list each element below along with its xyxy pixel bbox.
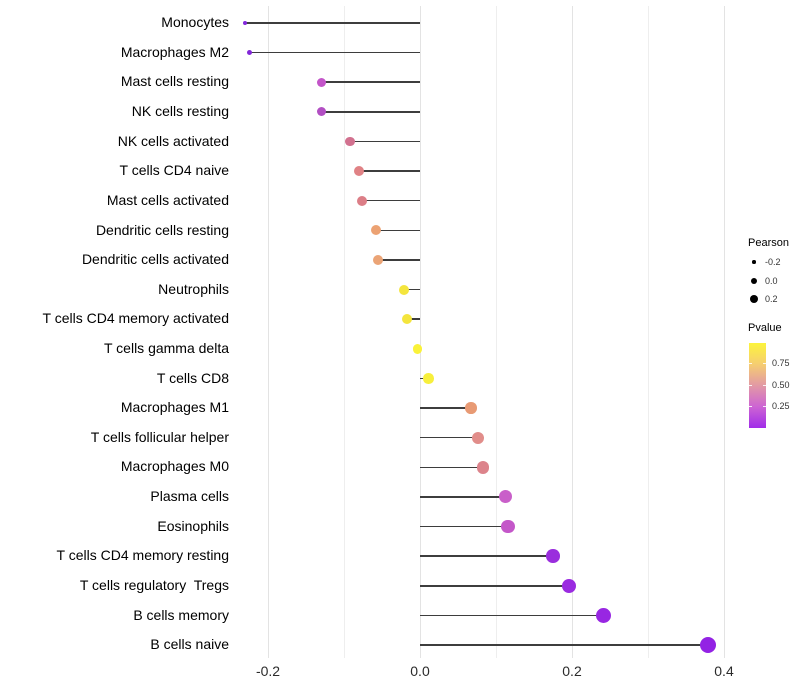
y-axis-label: Macrophages M2	[120, 43, 229, 60]
data-point	[246, 50, 252, 56]
lollipop-stem	[420, 555, 553, 557]
data-point	[370, 225, 381, 236]
y-axis-label: Macrophages M1	[120, 399, 229, 416]
colorbar-tick	[749, 384, 752, 386]
lollipop-stem	[420, 525, 509, 528]
data-point	[242, 20, 248, 26]
gridline-major	[571, 6, 573, 658]
lollipop-stem	[321, 111, 420, 113]
pvalue-colorbar	[749, 343, 766, 428]
lollipop-stem	[420, 644, 709, 646]
legend-pearson-title: Pearson	[748, 237, 789, 249]
y-axis-label: T cells CD4 memory resting	[56, 547, 229, 564]
data-point	[423, 373, 434, 384]
data-point	[316, 77, 326, 87]
legend-size-label: -0.2	[765, 257, 781, 267]
legend-size-label: 0.0	[765, 276, 778, 286]
lollipop-stem	[420, 585, 569, 587]
gridline-major	[723, 6, 725, 658]
gridline-major	[419, 6, 421, 658]
data-point	[498, 490, 512, 504]
y-axis-label: NK cells resting	[131, 103, 229, 120]
y-axis-label: Dendritic cells resting	[95, 221, 229, 238]
x-axis-tick-label: 0.0	[410, 663, 430, 679]
data-point	[357, 195, 368, 206]
data-point	[546, 549, 560, 563]
lollipop-stem	[362, 199, 420, 202]
gridline-minor	[647, 6, 649, 658]
data-point	[596, 607, 612, 623]
colorbar-tick	[763, 406, 766, 408]
data-point	[345, 136, 355, 147]
colorbar-tick	[763, 362, 766, 364]
colorbar-tick	[749, 406, 752, 408]
y-axis-label: Mast cells resting	[120, 73, 229, 90]
y-axis-label: B cells naive	[150, 636, 229, 653]
colorbar-tick	[763, 384, 766, 386]
y-axis-label: T cells CD4 naive	[119, 162, 229, 179]
data-point	[316, 107, 326, 117]
lollipop-stem	[420, 407, 471, 409]
gridline-minor	[343, 6, 345, 658]
y-axis-label: Eosinophils	[157, 517, 229, 534]
lollipop-stem	[245, 22, 420, 24]
legend-size-dot	[752, 260, 756, 264]
data-point	[561, 578, 576, 593]
legend-size-dot	[750, 295, 758, 303]
lollipop-stem	[420, 436, 478, 439]
data-point	[471, 431, 484, 444]
data-point	[501, 519, 515, 534]
x-axis-tick-label: 0.4	[714, 663, 734, 679]
lollipop-stem	[350, 140, 420, 143]
lollipop-stem	[420, 496, 506, 498]
colorbar-tick-label: 0.50	[772, 379, 790, 390]
y-axis-label: Macrophages M0	[120, 458, 229, 475]
lollipop-stem	[404, 288, 420, 291]
y-axis-label: Monocytes	[161, 14, 229, 31]
x-axis-tick-label: 0.2	[562, 663, 582, 679]
y-axis-label: T cells gamma delta	[103, 340, 229, 356]
data-point	[465, 402, 477, 414]
y-axis-label: Mast cells activated	[106, 191, 229, 208]
lollipop-stem	[407, 318, 420, 320]
y-axis-label: Neutrophils	[158, 280, 229, 297]
data-point	[402, 314, 413, 325]
data-point	[354, 166, 365, 177]
y-axis-label: T cells CD4 memory activated	[42, 310, 229, 327]
y-axis-label: T cells CD8	[156, 369, 229, 386]
lollipop-stem	[321, 81, 420, 83]
data-point	[373, 254, 384, 265]
lollipop-stem	[378, 259, 420, 261]
legend-pvalue-title: Pvalue	[748, 322, 782, 334]
y-axis-label: Dendritic cells activated	[81, 251, 229, 268]
lollipop-stem	[359, 170, 420, 172]
gridline-minor	[495, 6, 497, 658]
colorbar-tick-label: 0.75	[772, 357, 790, 368]
data-point	[399, 284, 410, 295]
y-axis-label: T cells regulatory Tregs	[79, 576, 229, 593]
lollipop-stem	[420, 466, 484, 469]
gridline-major	[267, 6, 269, 658]
lollipop-stem	[420, 614, 604, 617]
colorbar-tick-label: 0.25	[772, 401, 790, 412]
y-axis-label: Plasma cells	[150, 488, 229, 505]
x-axis-tick-label: -0.2	[255, 663, 281, 679]
lollipop-stem	[249, 51, 420, 54]
lollipop-stem	[375, 229, 420, 232]
data-point	[412, 344, 423, 354]
legend-size-label: 0.2	[765, 294, 778, 304]
colorbar-tick	[749, 362, 752, 364]
data-point	[700, 637, 717, 654]
y-axis-label: B cells memory	[133, 606, 229, 623]
y-axis-label: T cells follicular helper	[90, 428, 229, 445]
data-point	[476, 461, 490, 474]
y-axis-label: NK cells activated	[117, 132, 229, 149]
legend-size-dot	[750, 277, 758, 285]
